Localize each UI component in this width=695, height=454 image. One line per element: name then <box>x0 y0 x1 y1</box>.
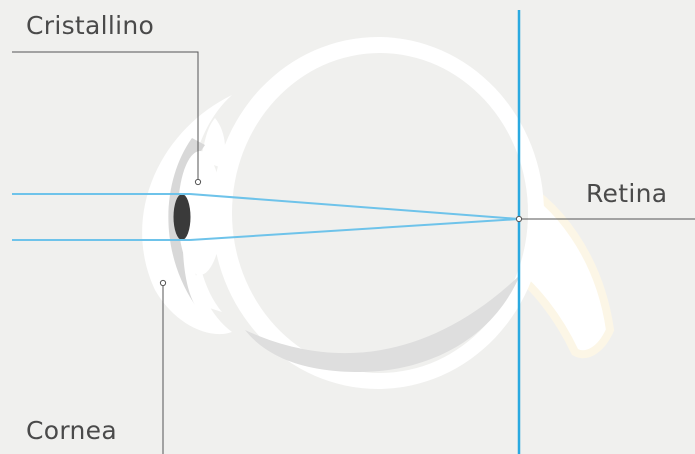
cristallino-leader <box>12 51 199 181</box>
cristallino-leader-dot <box>194 178 202 186</box>
pupil <box>173 194 191 240</box>
label-cristallino: Cristallino <box>26 11 155 40</box>
light-ray-upper-refracted <box>189 193 520 220</box>
vitreous-chamber <box>232 53 528 373</box>
label-cornea: Cornea <box>26 416 117 445</box>
iris-crescent <box>168 138 205 305</box>
chamber-shadow <box>245 275 520 372</box>
cornea-leader-dot <box>159 279 167 287</box>
light-ray-lower-refracted <box>189 218 520 241</box>
retina-leader-dot <box>515 215 523 223</box>
label-retina: Retina <box>586 179 668 208</box>
crystalline-lens <box>178 151 222 275</box>
